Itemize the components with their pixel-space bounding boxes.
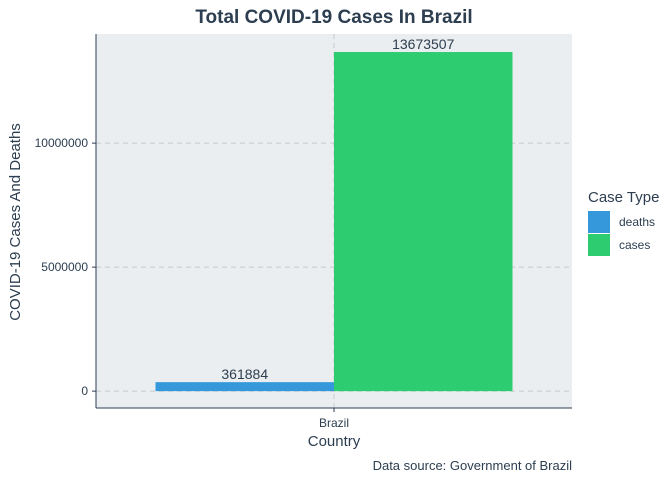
tick-labels: 0 5000000 10000000 Brazil [35,136,349,430]
y-tick-label: 10000000 [35,136,89,150]
y-axis-title: COVID-19 Cases And Deaths [7,123,24,321]
chart-title: Total COVID-19 Cases In Brazil [195,7,472,28]
bars [155,52,513,392]
legend-swatch-cases [588,234,610,256]
y-tick-label: 5000000 [41,260,88,274]
y-tick-label: 0 [81,384,88,398]
bar-cases [334,52,513,392]
legend: Case Type deaths cases [588,189,659,256]
chart-caption: Data source: Government of Brazil [373,458,573,473]
data-label-deaths: 361884 [221,366,268,382]
legend-label-cases: cases [619,238,650,252]
legend-items: deaths cases [588,211,655,256]
data-label-cases: 13673507 [392,36,455,52]
bar-deaths [155,382,334,392]
legend-swatch-deaths [588,211,610,233]
legend-title: Case Type [588,189,659,206]
x-axis-title: Country [308,433,361,450]
x-tick-label: Brazil [319,416,349,430]
data-labels: 361884 13673507 [221,36,454,382]
legend-label-deaths: deaths [619,215,655,229]
